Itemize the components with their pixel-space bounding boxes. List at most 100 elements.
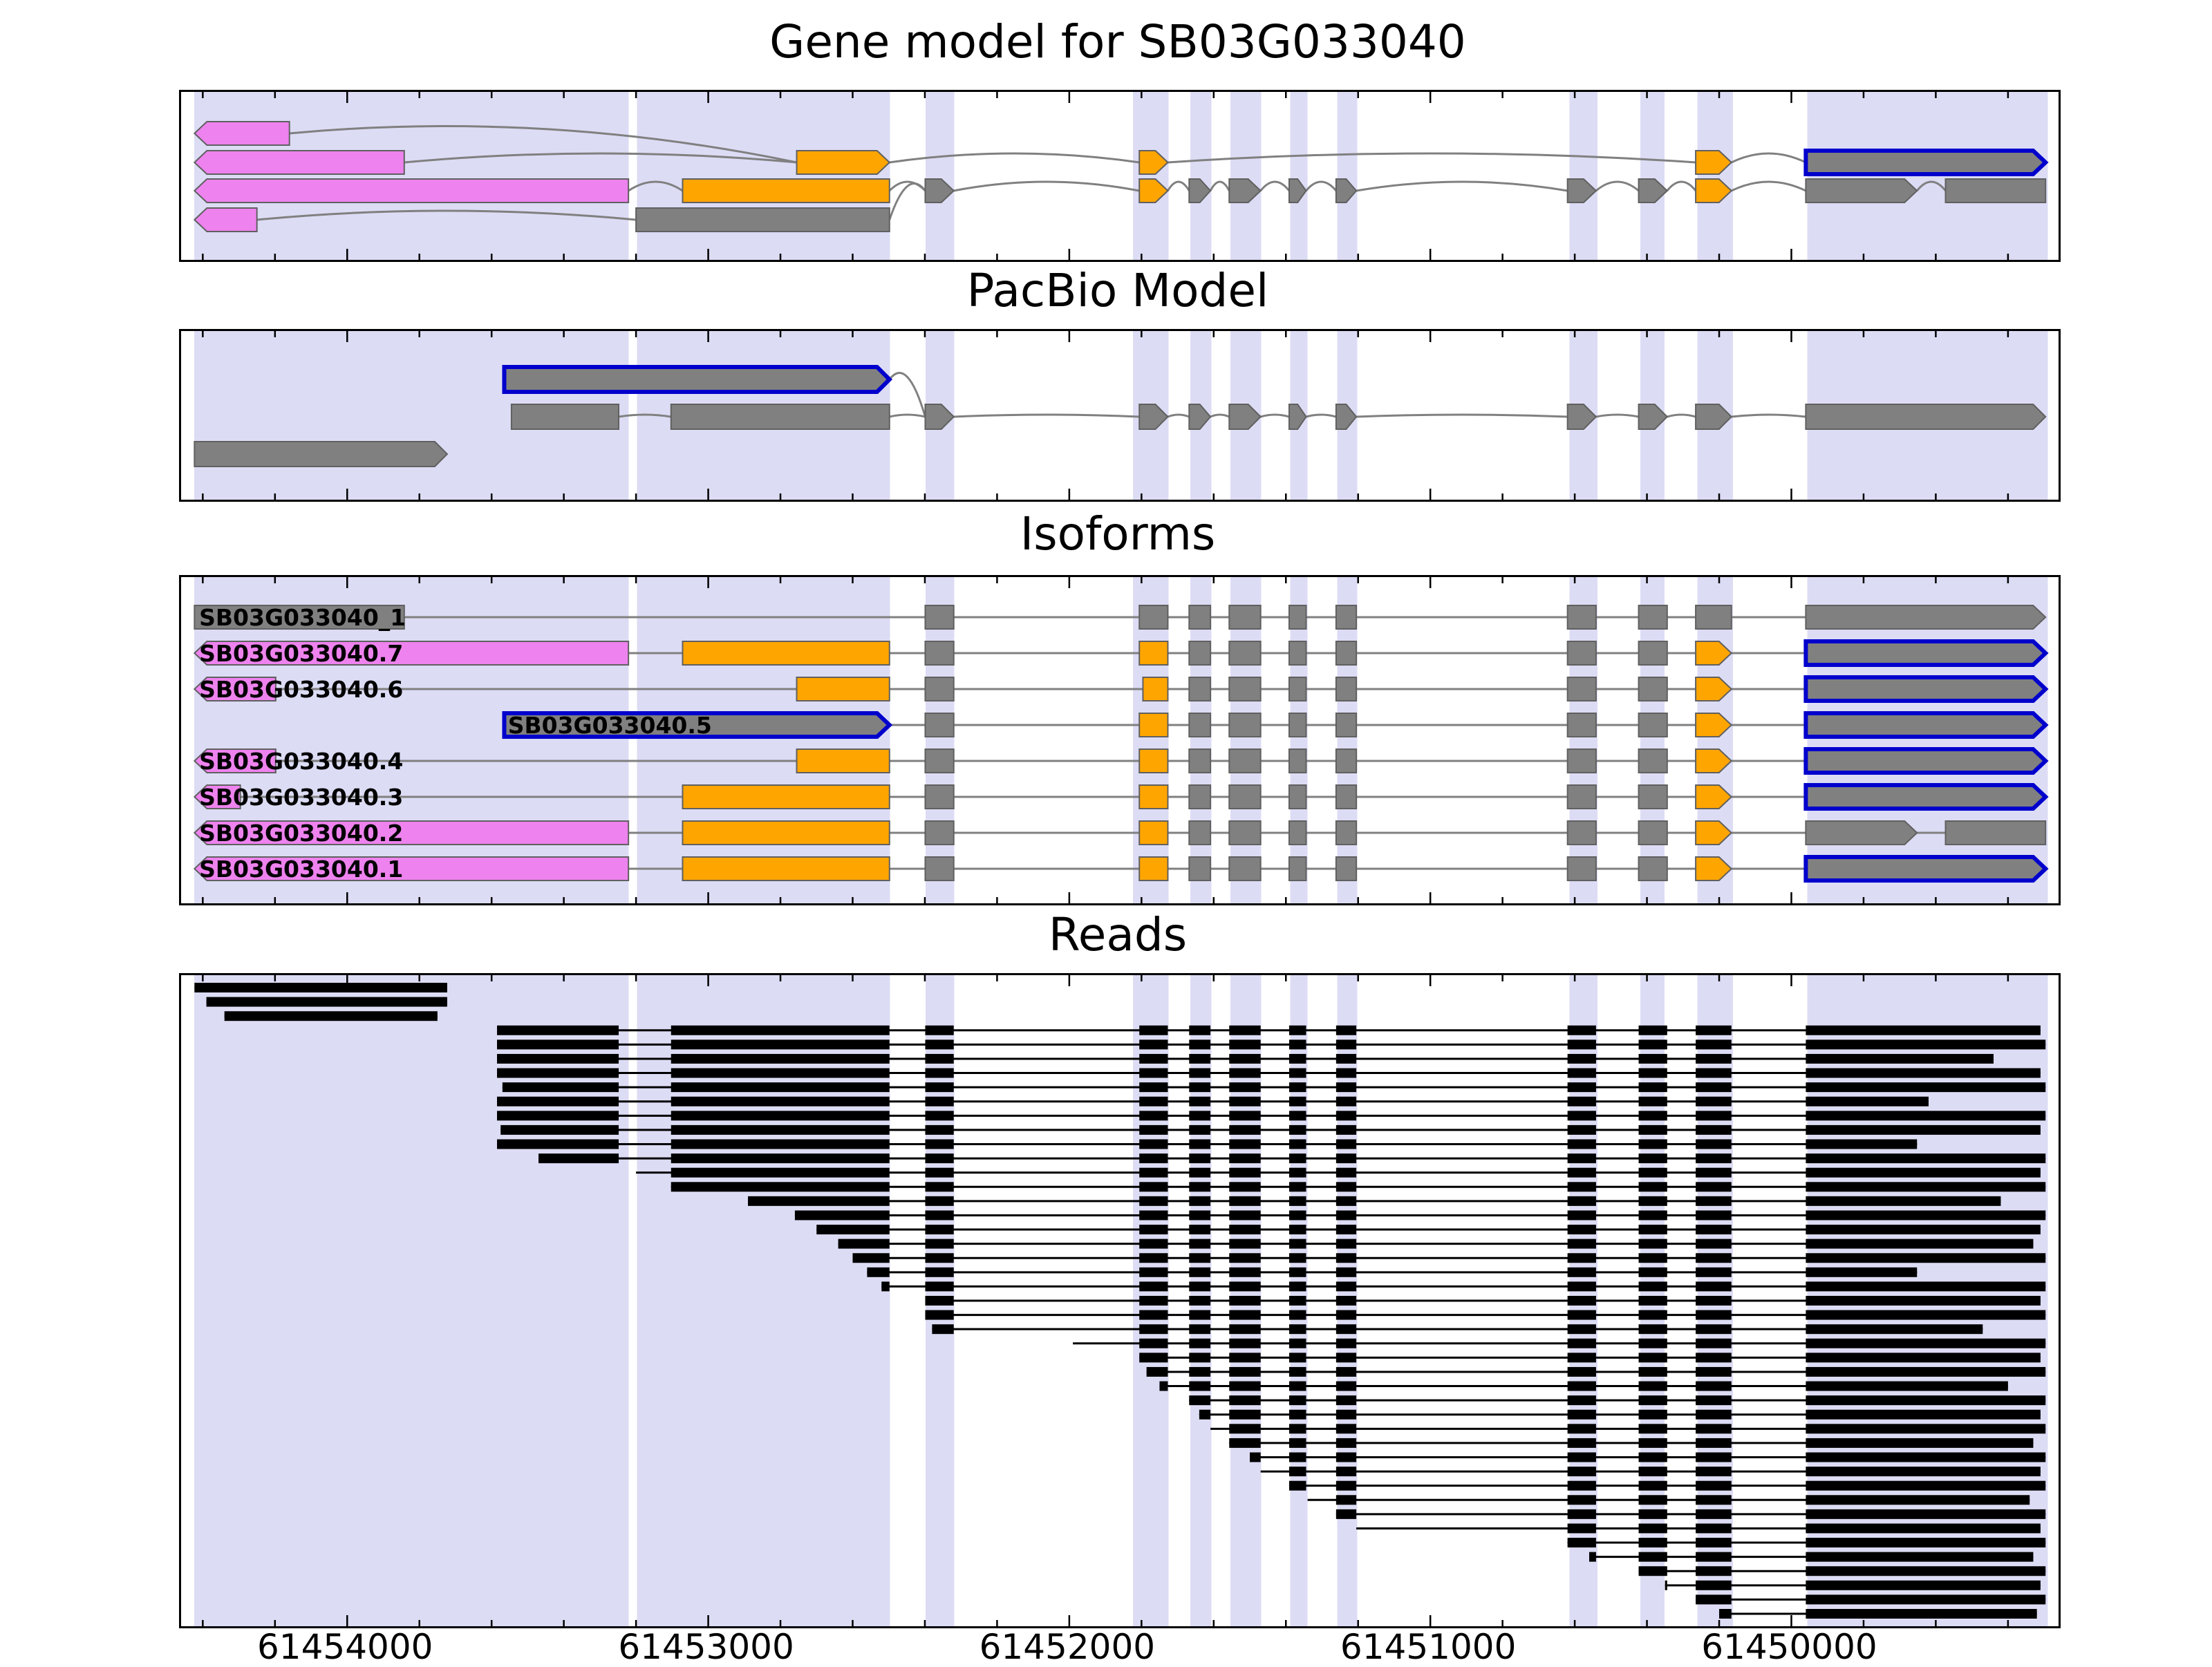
read-block	[1806, 1395, 2046, 1406]
read-block	[1288, 1025, 1306, 1035]
read-block	[1567, 1225, 1596, 1235]
read-block	[1806, 1523, 2041, 1534]
read-block	[1567, 1068, 1596, 1078]
exon-gray	[1188, 713, 1212, 737]
read-block	[1806, 1495, 2030, 1505]
read-block	[1229, 1267, 1261, 1277]
read-block	[1229, 1395, 1261, 1406]
read-block	[925, 1196, 954, 1206]
read-block	[925, 1096, 954, 1106]
read-block	[1229, 1068, 1261, 1078]
read-block	[1806, 1167, 2041, 1178]
read-block	[1638, 1182, 1667, 1192]
read-block	[1335, 1182, 1357, 1192]
panel-gene-model	[179, 90, 2061, 262]
read-block	[1139, 1111, 1168, 1121]
read-block	[1189, 1039, 1211, 1050]
read-block	[1638, 1267, 1667, 1277]
read-block	[1638, 1480, 1667, 1491]
read-block	[1335, 1366, 1357, 1377]
exon-violet	[193, 121, 290, 146]
exon-violet	[193, 748, 276, 773]
read-block	[1229, 1253, 1261, 1263]
read-block	[1288, 1082, 1306, 1093]
read-block	[1288, 1182, 1306, 1192]
read-block	[1696, 1353, 1732, 1363]
intron-line	[1305, 180, 1338, 191]
exon-orange	[1138, 641, 1169, 666]
read-block	[1567, 1338, 1596, 1348]
read-block	[1229, 1182, 1261, 1192]
isoform-label: SB03G033040.6	[199, 676, 403, 703]
read	[1288, 1480, 2046, 1491]
highlight-band	[1337, 577, 1358, 903]
exon-violet	[193, 150, 405, 175]
read-block	[1567, 1025, 1596, 1035]
read-block	[867, 1267, 890, 1277]
read-block	[1189, 1196, 1211, 1206]
read-block	[1288, 1438, 1306, 1448]
read-block	[1806, 1025, 2041, 1035]
exon-gray	[1638, 856, 1668, 881]
read-block	[1139, 1182, 1168, 1192]
read-block	[1638, 1381, 1667, 1391]
read-block	[1335, 1438, 1357, 1448]
read-block	[497, 1025, 619, 1035]
exon-gray	[194, 441, 449, 467]
read-block	[1567, 1053, 1596, 1064]
read-block	[1189, 1353, 1211, 1363]
read-block	[925, 1068, 954, 1078]
highlight-band	[1132, 577, 1169, 903]
exon-violet	[193, 178, 630, 203]
isoform-label: SB03G033040.7	[199, 640, 403, 667]
isoform-label: SB03G033040_1	[199, 604, 406, 631]
exon-orange	[682, 641, 890, 666]
intron-line	[1595, 180, 1640, 192]
read	[206, 997, 447, 1007]
read-block	[1806, 1096, 1929, 1106]
read-block	[1159, 1381, 1168, 1391]
read-block	[1288, 1353, 1306, 1363]
read-block	[838, 1239, 890, 1249]
read-block	[1139, 1039, 1168, 1050]
exon-gray	[1566, 748, 1597, 773]
exon-gray	[1228, 820, 1262, 845]
exon-blue	[1803, 149, 2049, 176]
exon-gray	[1638, 641, 1668, 666]
highlight-band	[1697, 577, 1733, 903]
read-block	[1335, 1281, 1357, 1292]
read-block	[671, 1082, 890, 1093]
exon-blue	[502, 365, 893, 394]
read-block	[1806, 1552, 2034, 1562]
exon-gray	[1228, 784, 1262, 809]
exon-gray	[1566, 404, 1597, 430]
read	[867, 1267, 1918, 1277]
read-block	[1139, 1096, 1168, 1106]
exon-orange	[1695, 820, 1733, 845]
read-block	[1189, 1324, 1211, 1335]
highlight-band	[1290, 577, 1308, 903]
exon-orange	[1138, 150, 1169, 175]
read-block	[1719, 1609, 1732, 1619]
read-block	[1189, 1053, 1211, 1064]
intron-line	[1306, 413, 1337, 418]
read-block	[748, 1196, 890, 1206]
highlight-band	[925, 92, 955, 260]
read-block	[1696, 1082, 1732, 1093]
read-block	[1567, 1409, 1596, 1420]
read-block	[1335, 1096, 1357, 1106]
exon-gray	[1638, 605, 1668, 630]
highlight-band	[1230, 92, 1262, 260]
exon-gray	[1335, 677, 1358, 701]
read-block	[1335, 1196, 1357, 1206]
read-block	[1288, 1196, 1306, 1206]
read-block	[497, 1096, 619, 1106]
read-block	[1696, 1167, 1732, 1178]
exon-gray	[1188, 605, 1212, 630]
read-block	[1696, 1025, 1732, 1035]
highlight-band	[1569, 577, 1598, 903]
read-block	[497, 1039, 619, 1050]
read-block	[1696, 1139, 1732, 1149]
read-block	[1638, 1082, 1667, 1093]
read	[1229, 1438, 2034, 1448]
